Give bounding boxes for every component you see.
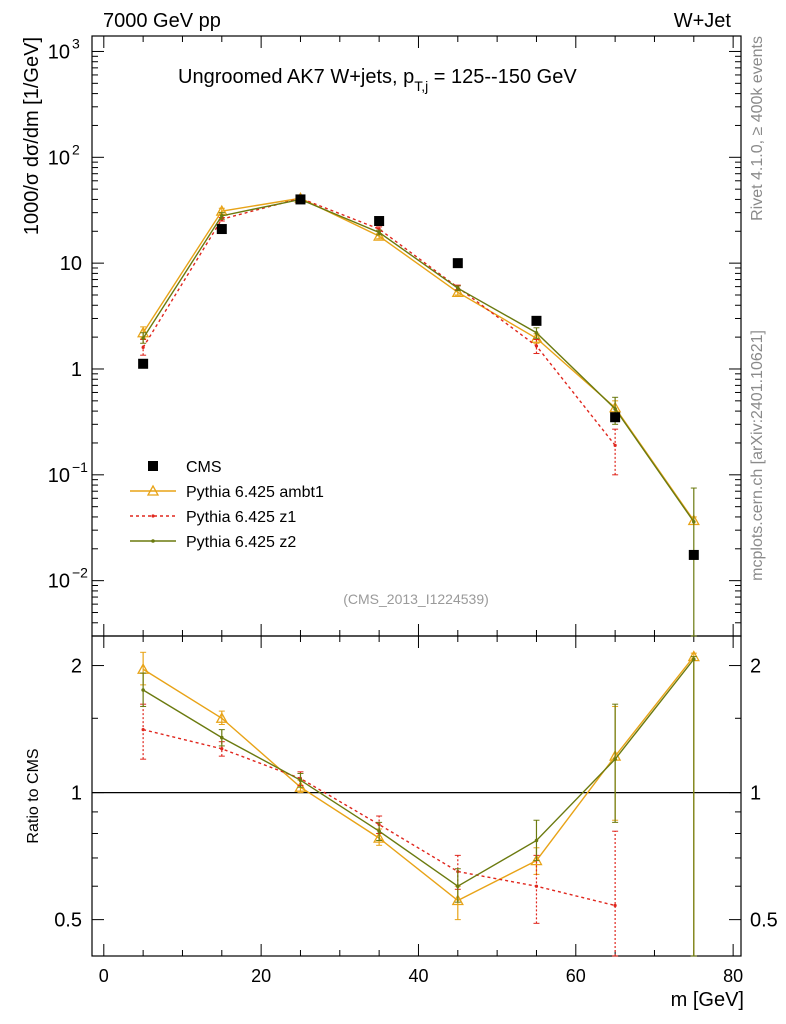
point-ambt1 bbox=[294, 780, 307, 792]
point-cms bbox=[610, 412, 621, 423]
point-z2 bbox=[141, 336, 145, 341]
ratio-y-tick-label: 0.5 bbox=[54, 910, 82, 932]
ratio-y-tick-label-right: 0.5 bbox=[750, 910, 778, 932]
legend-label-z2: Pythia 6.425 z2 bbox=[186, 534, 296, 551]
header-right: W+Jet bbox=[674, 10, 732, 32]
x-tick-label: 20 bbox=[251, 966, 271, 986]
point-z2 bbox=[456, 884, 460, 889]
x-tick-label: 0 bbox=[99, 966, 109, 986]
point-z1 bbox=[534, 884, 539, 888]
plot-title-main: Ungroomed AK7 W+jets, p bbox=[178, 66, 414, 88]
plot-title-sub: T,j bbox=[414, 78, 428, 94]
y-tick-label: 1 bbox=[71, 359, 82, 381]
point-z2 bbox=[298, 778, 303, 782]
y-tick-label: 10 bbox=[60, 253, 82, 275]
point-ambt1 bbox=[215, 711, 228, 723]
point-ambt1 bbox=[451, 894, 464, 906]
x-tick-label: 80 bbox=[723, 966, 743, 986]
point-z1 bbox=[141, 345, 145, 349]
point-z2 bbox=[534, 838, 539, 843]
main-y-axis-label: 1000/σ dσ/dm [1/GeV] bbox=[21, 37, 43, 235]
ratio-y-tick-label: 1 bbox=[71, 783, 82, 805]
point-cms bbox=[531, 315, 542, 326]
point-cms bbox=[688, 549, 699, 560]
y-tick-exponent: 2 bbox=[72, 141, 80, 157]
point-cms bbox=[295, 194, 306, 205]
point-z1 bbox=[613, 903, 617, 908]
point-cms bbox=[138, 358, 149, 369]
legend-label-ambt1: Pythia 6.425 ambt1 bbox=[186, 484, 324, 501]
point-z2 bbox=[220, 214, 224, 218]
y-tick-label: 10 bbox=[48, 147, 70, 169]
main-plot-series bbox=[137, 191, 700, 637]
legend-marker-ambt1 bbox=[146, 484, 160, 496]
legend: CMS Pythia 6.425 ambt1 Pythia 6.425 z1 Pyth… bbox=[130, 459, 324, 551]
series-line-z2 bbox=[142, 198, 695, 523]
ratio-y-tick-label: 2 bbox=[71, 656, 82, 678]
ratio-y-axis-label: Ratio to CMS bbox=[25, 748, 42, 843]
x-axis-label: m [GeV] bbox=[671, 989, 744, 1011]
point-z2 bbox=[692, 519, 696, 524]
ratio-plot-frame bbox=[91, 635, 742, 957]
mcplots-source-label: mcplots.cern.ch [arXiv:2401.10621] bbox=[749, 330, 766, 581]
point-ambt1 bbox=[530, 331, 543, 343]
point-ambt1 bbox=[373, 229, 386, 241]
x-tick-label: 60 bbox=[566, 966, 586, 986]
point-z1 bbox=[534, 344, 539, 348]
point-z1 bbox=[613, 443, 617, 447]
legend-marker-z2 bbox=[151, 539, 155, 543]
point-z2 bbox=[141, 688, 145, 692]
x-tick-label: 40 bbox=[408, 966, 428, 986]
ratio-y-tick-label-right: 1 bbox=[750, 783, 761, 805]
series-line-ambt1 bbox=[142, 656, 695, 902]
y-tick-label: 10 bbox=[48, 465, 70, 487]
legend-marker-z1 bbox=[151, 514, 155, 518]
point-z2 bbox=[456, 286, 460, 290]
y-tick-label: 10 bbox=[48, 41, 70, 63]
point-z2 bbox=[377, 829, 381, 834]
y-tick-exponent: −2 bbox=[72, 565, 88, 581]
analysis-watermark: (CMS_2013_I1224539) bbox=[343, 591, 489, 607]
point-z1 bbox=[141, 728, 145, 732]
point-cms bbox=[374, 216, 385, 227]
plot-title: Ungroomed AK7 W+jets, pT,j = 125--150 Ge… bbox=[178, 66, 577, 94]
point-ambt1 bbox=[451, 285, 464, 297]
point-z2 bbox=[377, 230, 381, 235]
point-z2 bbox=[613, 407, 617, 411]
point-z2 bbox=[534, 330, 539, 335]
point-z2 bbox=[613, 757, 617, 761]
ratio-y-tick-label-right: 2 bbox=[750, 656, 761, 678]
point-cms bbox=[216, 224, 227, 235]
legend-label-data: CMS bbox=[186, 459, 222, 476]
ratio-plot-series bbox=[137, 650, 700, 957]
legend-marker-cms bbox=[148, 461, 158, 471]
series-line-ambt1 bbox=[142, 197, 695, 521]
plot-title-rest: = 125--150 GeV bbox=[428, 66, 577, 88]
series-line-z1 bbox=[142, 728, 616, 907]
series-line-z2 bbox=[142, 658, 695, 888]
point-z2 bbox=[692, 657, 696, 662]
rivet-version-label: Rivet 4.1.0, ≥ 400k events bbox=[749, 36, 766, 221]
y-tick-label: 10 bbox=[48, 571, 70, 593]
point-cms bbox=[452, 258, 463, 269]
point-z2 bbox=[220, 735, 224, 740]
header-left: 7000 GeV pp bbox=[103, 10, 221, 32]
y-tick-exponent: 3 bbox=[72, 35, 80, 51]
y-tick-exponent: −1 bbox=[72, 459, 88, 475]
point-z1 bbox=[220, 747, 224, 751]
legend-label-z1: Pythia 6.425 z1 bbox=[186, 509, 296, 526]
point-ambt1 bbox=[530, 854, 543, 866]
point-ambt1 bbox=[373, 831, 386, 843]
